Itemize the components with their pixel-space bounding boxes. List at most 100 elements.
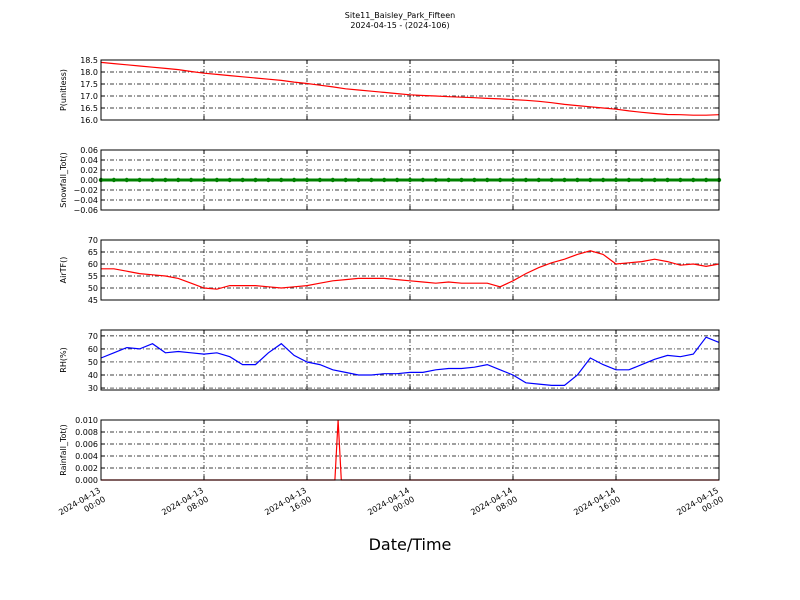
y-tick-label: 16.0 <box>80 116 98 125</box>
data-point <box>703 177 709 183</box>
data-point <box>291 177 297 183</box>
data-point <box>111 177 117 183</box>
y-tick-label: 45 <box>88 296 98 305</box>
data-point <box>459 177 464 183</box>
plot-frame <box>100 239 720 301</box>
y-tick-label: 60 <box>88 345 98 354</box>
data-point <box>691 177 696 183</box>
y-tick-label: 60 <box>88 260 98 269</box>
data-point <box>266 177 271 183</box>
data-point <box>575 177 580 183</box>
data-point <box>600 177 606 183</box>
y-tick-label: −0.02 <box>73 186 98 195</box>
plot-frame <box>100 329 720 391</box>
x-axis-label: Date/Time <box>369 535 452 554</box>
data-point <box>317 177 323 183</box>
x-tick-label: 2024-04-1308:00 <box>160 486 210 526</box>
y-axis-label: Rainfall_Tot() <box>59 424 68 476</box>
data-point <box>137 177 142 183</box>
data-point <box>279 177 284 183</box>
y-tick-label: −0.06 <box>73 206 98 215</box>
data-point <box>330 177 335 183</box>
x-tick-label: 2024-04-1408:00 <box>469 486 519 526</box>
y-tick-label: 50 <box>88 358 98 367</box>
x-tick-label: 2024-04-1416:00 <box>572 486 622 526</box>
y-tick-label: 16.5 <box>80 104 98 113</box>
data-point <box>497 177 503 183</box>
y-tick-label: −0.04 <box>73 196 98 205</box>
y-tick-label: 0.002 <box>75 464 98 473</box>
plot-frame <box>100 419 720 481</box>
data-point <box>214 177 220 183</box>
data-point <box>639 177 644 183</box>
y-tick-label: 0.010 <box>75 416 98 425</box>
x-tick-label: 2024-04-1500:00 <box>675 486 725 526</box>
data-point <box>188 177 194 183</box>
data-point <box>201 177 207 183</box>
data-point <box>124 177 129 183</box>
y-axis-label: RH(%) <box>59 347 68 372</box>
data-point <box>433 177 438 183</box>
x-tick-label: 2024-04-1316:00 <box>263 486 313 526</box>
data-point <box>240 177 245 183</box>
y-axis-label: AirTF() <box>59 257 68 284</box>
data-point <box>472 177 477 183</box>
y-tick-label: 0.04 <box>80 156 98 165</box>
y-tick-label: 18.0 <box>80 68 98 77</box>
y-tick-label: 0.00 <box>80 176 98 185</box>
data-point <box>304 177 310 183</box>
data-point <box>613 177 619 183</box>
data-point <box>652 177 657 183</box>
data-point <box>536 177 541 183</box>
y-tick-label: 0.008 <box>75 428 98 437</box>
data-point <box>369 177 374 183</box>
y-tick-label: 0.006 <box>75 440 98 449</box>
data-point <box>150 177 155 183</box>
chart-subtitle: 2024-04-15 - (2024-106) <box>350 21 449 30</box>
data-line <box>100 336 720 386</box>
y-tick-label: 55 <box>88 272 98 281</box>
y-axis-label: P(unitless) <box>59 69 68 111</box>
plot-frame <box>100 59 720 121</box>
y-tick-label: 70 <box>88 332 98 341</box>
y-tick-label: 17.0 <box>80 92 98 101</box>
y-tick-label: 0.06 <box>80 146 98 155</box>
chart-title: Site11_Baisley_Park_Fifteen <box>345 11 455 20</box>
data-point <box>588 177 593 183</box>
data-point <box>253 177 258 183</box>
y-tick-label: 0.000 <box>75 476 98 485</box>
data-point <box>420 177 426 183</box>
y-tick-label: 30 <box>88 384 98 393</box>
y-tick-label: 65 <box>88 248 98 257</box>
data-point <box>227 177 232 183</box>
y-tick-label: 40 <box>88 371 98 380</box>
y-tick-label: 0.02 <box>80 166 98 175</box>
x-tick-label: 2024-04-1400:00 <box>366 486 416 526</box>
y-tick-label: 17.5 <box>80 80 98 89</box>
data-point <box>665 177 670 183</box>
data-point <box>678 177 683 183</box>
data-point <box>382 177 387 183</box>
y-tick-label: 50 <box>88 284 98 293</box>
x-tick-label: 2024-04-1300:00 <box>57 486 107 526</box>
data-point <box>394 177 400 183</box>
y-axis-label: Snowfall_Tot() <box>59 152 68 208</box>
plot-frame <box>100 149 720 211</box>
y-tick-label: 18.5 <box>80 56 98 65</box>
data-point <box>510 177 516 183</box>
data-point <box>562 177 567 183</box>
data-line <box>101 250 720 290</box>
data-point <box>356 177 361 183</box>
data-line <box>100 61 720 116</box>
data-point <box>523 177 529 183</box>
data-point <box>343 177 348 183</box>
data-point <box>446 177 451 183</box>
data-point <box>626 177 632 183</box>
data-point <box>163 177 168 183</box>
y-tick-label: 0.004 <box>75 452 98 461</box>
data-point <box>485 177 490 183</box>
y-tick-label: 70 <box>88 236 98 245</box>
data-point <box>407 177 413 183</box>
data-point <box>549 177 554 183</box>
